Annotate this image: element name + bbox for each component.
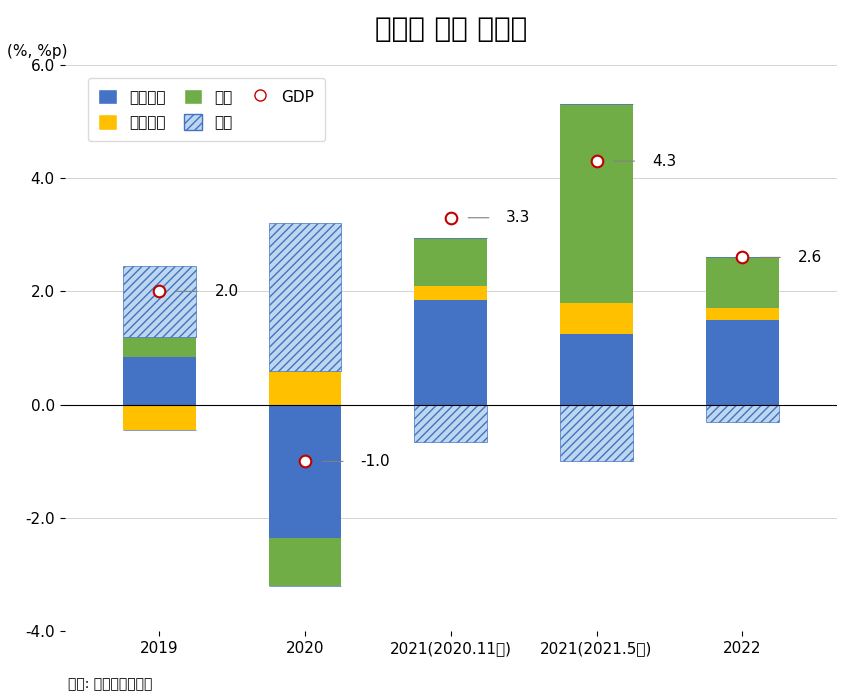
Bar: [560, 303, 633, 334]
Bar: [414, 286, 487, 300]
Bar: [414, 300, 487, 405]
Bar: [560, 104, 633, 303]
Bar: [560, 405, 633, 461]
Text: 4.3: 4.3: [652, 154, 676, 168]
Text: -1.0: -1.0: [360, 454, 390, 469]
Text: 자료: 자본시장연구원: 자료: 자본시장연구원: [68, 677, 153, 691]
Bar: [123, 356, 196, 405]
Bar: [268, 224, 342, 370]
Point: [590, 155, 603, 166]
Bar: [560, 334, 633, 405]
Bar: [414, 405, 487, 442]
Bar: [268, 370, 342, 405]
Bar: [268, 538, 342, 586]
Text: 2.0: 2.0: [215, 284, 239, 299]
Text: 2.6: 2.6: [797, 250, 822, 265]
Text: (%, %p): (%, %p): [7, 44, 67, 59]
Point: [444, 212, 458, 224]
Bar: [268, 405, 342, 538]
Point: [153, 286, 166, 297]
Bar: [414, 238, 487, 286]
Bar: [705, 405, 779, 421]
Point: [298, 456, 312, 467]
Text: 3.3: 3.3: [506, 210, 531, 225]
Bar: [123, 266, 196, 337]
Legend: 민간소비, 설비투자, 수출, 기타, GDP: 민간소비, 설비투자, 수출, 기타, GDP: [88, 78, 325, 140]
Bar: [705, 257, 779, 308]
Bar: [705, 308, 779, 319]
Title: 부문별 성장 기여도: 부문별 성장 기여도: [375, 15, 527, 43]
Bar: [705, 319, 779, 405]
Bar: [123, 337, 196, 356]
Bar: [123, 405, 196, 430]
Point: [735, 252, 749, 263]
